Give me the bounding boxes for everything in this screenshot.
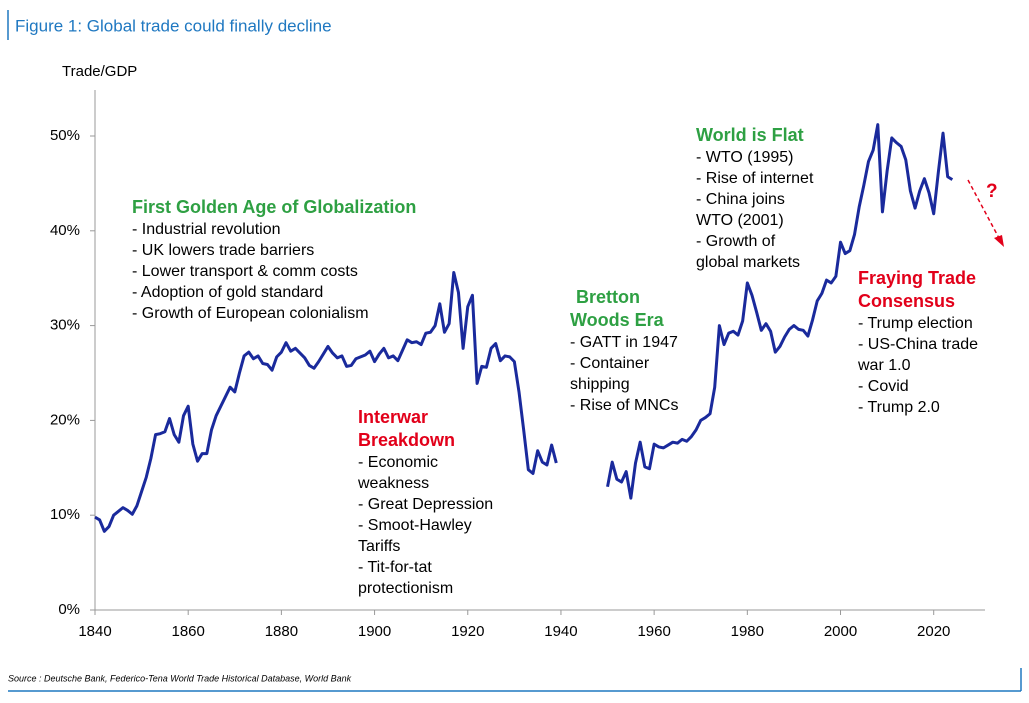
annotation-line: shipping xyxy=(570,376,630,393)
y-axis-label: Trade/GDP xyxy=(62,63,137,80)
annotation-line: - Trump election xyxy=(858,315,973,332)
annotation-line: - Tit-for-tat xyxy=(358,559,432,576)
x-tick-label: 1960 xyxy=(637,623,670,640)
y-tick-label: 0% xyxy=(58,601,80,618)
x-tick-label: 1840 xyxy=(78,623,111,640)
annotation-title: World is Flat xyxy=(696,125,804,145)
annotation-line: weakness xyxy=(357,475,429,492)
annotation-line: - Growth of xyxy=(696,233,776,250)
annotation-title: Fraying Trade xyxy=(858,268,976,288)
x-tick-label: 2000 xyxy=(824,623,857,640)
question-mark: ? xyxy=(986,181,998,202)
arrow-head xyxy=(994,235,1004,247)
annotation-line: Tariffs xyxy=(358,538,400,555)
annotation-line: - GATT in 1947 xyxy=(570,334,678,351)
chart-title: Figure 1: Global trade could finally dec… xyxy=(15,16,332,35)
y-tick-label: 50% xyxy=(50,127,80,144)
annotation-line: war 1.0 xyxy=(857,357,911,374)
annotation-line: protectionism xyxy=(358,580,453,597)
annotation-title: Bretton xyxy=(576,287,640,307)
annotation-line: - Economic xyxy=(358,454,438,471)
annotation-line: - Great Depression xyxy=(358,496,493,513)
annotation-line: - Rise of internet xyxy=(696,170,814,187)
y-tick-label: 10% xyxy=(50,506,80,523)
x-tick-label: 2020 xyxy=(917,623,950,640)
y-tick-label: 40% xyxy=(50,222,80,239)
trend-arrow xyxy=(967,179,1001,241)
trade-line xyxy=(94,123,954,533)
annotation-line: - Rise of MNCs xyxy=(570,397,678,414)
annotation-title: Consensus xyxy=(858,291,955,311)
y-tick-label: 20% xyxy=(50,411,80,428)
x-tick-label: 1980 xyxy=(731,623,764,640)
annotation-line: - WTO (1995) xyxy=(696,149,794,166)
x-tick-label: 1920 xyxy=(451,623,484,640)
annotation-line: - US-China trade xyxy=(858,336,978,353)
annotation-title: Woods Era xyxy=(570,310,665,330)
annotation-title: First Golden Age of Globalization xyxy=(132,197,416,217)
y-tick-label: 30% xyxy=(50,317,80,334)
annotation-line: - Smoot-Hawley xyxy=(358,517,472,534)
annotation-line: WTO (2001) xyxy=(696,212,784,229)
annotation-line: - China joins xyxy=(696,191,785,208)
annotation-line: global markets xyxy=(696,254,800,271)
annotation-line: - Trump 2.0 xyxy=(858,399,940,416)
x-tick-label: 1880 xyxy=(265,623,298,640)
source: Source : Deutsche Bank, Federico-Tena Wo… xyxy=(8,673,352,683)
annotation-line: - Adoption of gold standard xyxy=(132,284,323,301)
x-tick-label: 1860 xyxy=(172,623,205,640)
annotation-line: - Covid xyxy=(858,378,909,395)
x-tick-label: 1940 xyxy=(544,623,577,640)
annotation-title: Breakdown xyxy=(358,430,455,450)
x-tick-label: 1900 xyxy=(358,623,391,640)
annotation-line: - Growth of European colonialism xyxy=(132,305,369,322)
annotation-line: - Container xyxy=(570,355,650,372)
annotation-line: - UK lowers trade barriers xyxy=(132,242,314,259)
annotation-line: - Industrial revolution xyxy=(132,221,281,238)
annotation-line: - Lower transport & comm costs xyxy=(132,263,358,280)
annotation-title: Interwar xyxy=(358,407,428,427)
